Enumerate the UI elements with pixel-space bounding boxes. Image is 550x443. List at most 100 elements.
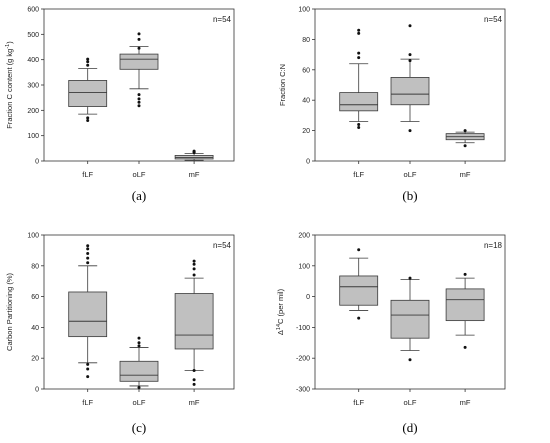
panel-d: -300 -200 -100 0 100 200 fLF oLF mF n=18 Δ14C (per…: [276, 233, 506, 435]
y-tick-label: 200: [298, 233, 310, 240]
outlier-point: [357, 56, 361, 60]
box-flf: [68, 244, 108, 379]
box-iqr: [68, 80, 108, 107]
outlier-point: [86, 63, 90, 67]
outlier-point: [192, 149, 196, 153]
outlier-point: [192, 378, 196, 382]
y-tick-label: 80: [302, 37, 310, 44]
y-axis-label: Fraction C:N: [278, 64, 287, 106]
outlier-point: [357, 123, 361, 127]
outlier-point: [137, 385, 141, 389]
box-iqr: [339, 275, 379, 306]
outlier-point: [408, 358, 412, 362]
y-axis-label: Carbon Partitioning (%): [5, 273, 14, 351]
x-category-label: oLF: [404, 398, 417, 407]
outlier-point: [86, 116, 90, 120]
panel-label: (d): [402, 420, 417, 435]
x-category-label: fLF: [82, 170, 93, 179]
outlier-point: [86, 60, 90, 64]
outlier-point: [86, 57, 90, 61]
box-flf: [339, 248, 379, 320]
outlier-point: [463, 144, 467, 148]
box-iqr: [119, 53, 159, 70]
x-category-label: oLF: [404, 170, 417, 179]
y-tick-label: 0: [306, 294, 310, 301]
x-category-label: fLF: [353, 170, 364, 179]
outlier-point: [192, 262, 196, 266]
outlier-point: [137, 104, 141, 108]
outlier-point: [408, 276, 412, 280]
y-tick-label: 80: [31, 263, 39, 270]
y-tick-label: 200: [27, 108, 39, 115]
y-axis-label: Δ14C (per mil): [276, 288, 285, 335]
outlier-point: [137, 97, 141, 101]
y-tick-label: 100: [298, 263, 310, 270]
box-iqr: [68, 291, 108, 338]
x-category-label: mF: [189, 398, 200, 407]
outlier-point: [86, 375, 90, 379]
outlier-point: [137, 341, 141, 345]
y-tick-label: 40: [31, 325, 39, 332]
y-tick-label: 20: [31, 356, 39, 363]
x-category-label: mF: [460, 170, 471, 179]
box-iqr: [339, 92, 379, 112]
outlier-point: [86, 362, 90, 366]
outlier-point: [86, 256, 90, 260]
box-flf: [339, 28, 379, 130]
y-tick-label: 100: [27, 233, 39, 240]
outlier-point: [137, 37, 141, 41]
outlier-point: [86, 247, 90, 251]
box-iqr: [174, 293, 214, 350]
box-iqr: [390, 77, 430, 106]
outlier-point: [357, 51, 361, 55]
outlier-point: [86, 251, 90, 255]
y-tick-label: 100: [27, 133, 39, 140]
sample-size-label: n=54: [484, 15, 503, 24]
y-tick-label: 600: [27, 7, 39, 14]
panel-a: 0 100 200 300 400 500 600 fLF oLF mF n=54 Fraction …: [5, 7, 235, 203]
outlier-point: [408, 53, 412, 57]
outlier-point: [192, 259, 196, 263]
panel-c: 0 20 40 60 80 100 fLF oLF mF n=54 Carbon Partition…: [5, 233, 235, 435]
y-tick-label: -200: [296, 356, 310, 363]
outlier-point: [137, 100, 141, 104]
sample-size-label: n=18: [484, 241, 503, 250]
y-tick-label: 400: [27, 57, 39, 64]
y-tick-label: 100: [298, 7, 310, 14]
outlier-point: [463, 345, 467, 349]
outlier-point: [357, 126, 361, 130]
box-flf: [68, 57, 108, 122]
y-tick-label: 20: [302, 128, 310, 135]
outlier-point: [357, 248, 361, 252]
y-tick-label: 500: [27, 32, 39, 39]
box-mf: [445, 129, 485, 148]
box-olf: [119, 32, 159, 108]
outlier-point: [463, 272, 467, 276]
outlier-point: [357, 31, 361, 35]
outlier-point: [463, 129, 467, 133]
y-tick-label: -100: [296, 325, 310, 332]
x-category-label: mF: [189, 170, 200, 179]
sample-size-label: n=54: [213, 15, 232, 24]
outlier-point: [408, 24, 412, 28]
outlier-point: [86, 261, 90, 265]
outlier-point: [357, 28, 361, 32]
y-tick-label: 0: [35, 387, 39, 394]
box-mf: [174, 149, 214, 161]
box-olf: [119, 336, 159, 389]
outlier-point: [137, 32, 141, 36]
x-category-label: fLF: [82, 398, 93, 407]
x-category-label: fLF: [353, 398, 364, 407]
outlier-point: [86, 118, 90, 122]
box-iqr: [119, 360, 159, 382]
box-iqr: [390, 299, 430, 339]
outlier-point: [192, 382, 196, 386]
outlier-point: [137, 344, 141, 348]
box-olf: [390, 276, 430, 362]
y-axis-label: Fraction C content (g kg-1): [5, 41, 14, 129]
outlier-point: [192, 273, 196, 277]
y-tick-label: 40: [302, 98, 310, 105]
y-tick-label: 60: [31, 294, 39, 301]
outlier-point: [357, 316, 361, 320]
